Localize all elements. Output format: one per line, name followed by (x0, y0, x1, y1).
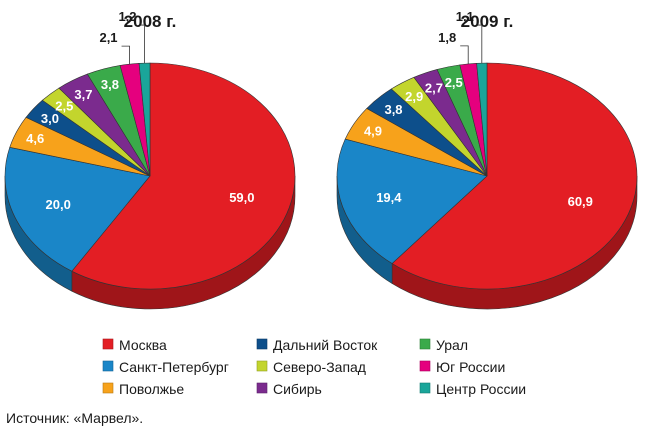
legend: Москва Санкт-Петербург Поволжье Дальний Вос… (102, 337, 526, 397)
data-label-moscow: 60,9 (568, 194, 593, 209)
pie-1: 2008 г. 59,0 20,0 4,6 3,02,53,7 3,8 2,11,2 (4, 9, 296, 310)
data-label-moscow: 59,0 (229, 190, 254, 205)
data-label-center-russia: 1,2 (118, 9, 136, 24)
legend-swatch (419, 382, 431, 394)
pie-title: 2008 г. (124, 12, 177, 31)
legend-swatch (102, 338, 114, 350)
data-label-south-russia: 1,8 (438, 30, 456, 45)
legend-swatch (256, 338, 268, 350)
leader-line-center-russia (140, 24, 145, 64)
legend-label: Москва (119, 337, 167, 353)
data-label-saint-petersburg: 20,0 (46, 197, 71, 212)
legend-label: Юг России (436, 359, 505, 375)
legend-label: Сибирь (273, 381, 322, 397)
data-label-far-east: 3,8 (384, 102, 402, 117)
legend-item-south-russia: Юг России (419, 359, 505, 375)
legend-item-volga: Поволжье (102, 381, 184, 397)
legend-item-center-russia: Центр России (419, 381, 526, 397)
data-label-north-west: 2,9 (405, 89, 423, 104)
legend-item-north-west: Северо-Запад (256, 359, 366, 375)
data-label-far-east: 3,0 (41, 111, 59, 126)
legend-swatch (419, 360, 431, 372)
legend-label: Урал (436, 337, 468, 353)
pie-2: 2009 г. 60,9 19,4 4,93,82,92,7 2,5 1,81,1 (336, 9, 638, 310)
source-note: Источник: «Марвел». (6, 410, 143, 426)
data-label-south-russia: 2,1 (99, 30, 117, 45)
legend-swatch (419, 338, 431, 350)
legend-swatch (102, 360, 114, 372)
data-label-ural: 2,5 (445, 75, 463, 90)
legend-item-saint-petersburg: Санкт-Петербург (102, 359, 229, 375)
legend-label: Санкт-Петербург (119, 359, 229, 375)
leader-line-south-russia (460, 45, 469, 64)
data-label-center-russia: 1,1 (456, 9, 474, 24)
slice-center-russia (138, 62, 151, 177)
leader-line-center-russia (477, 24, 483, 64)
legend-swatch (256, 382, 268, 394)
slice-center-russia (476, 62, 488, 177)
legend-label: Центр России (436, 381, 526, 397)
data-label-north-west: 2,5 (55, 98, 73, 113)
slice-saint-petersburg (336, 138, 488, 264)
legend-label: Северо-Запад (273, 359, 366, 375)
data-label-siberia: 2,7 (425, 80, 443, 95)
pie-title: 2009 г. (461, 12, 514, 31)
data-label-volga: 4,6 (26, 131, 44, 146)
legend-item-moscow: Москва (102, 337, 167, 353)
slice-moscow (71, 62, 296, 290)
slice-moscow (391, 62, 638, 290)
legend-label: Поволжье (119, 381, 184, 397)
legend-item-far-east: Дальний Восток (256, 337, 378, 353)
legend-item-ural: Урал (419, 337, 468, 353)
data-label-volga: 4,9 (364, 124, 382, 139)
legend-item-siberia: Сибирь (256, 381, 322, 397)
data-label-siberia: 3,7 (74, 87, 92, 102)
legend-swatch (102, 382, 114, 394)
legend-swatch (256, 360, 268, 372)
slice-saint-petersburg (4, 147, 151, 272)
legend-label: Дальний Восток (273, 337, 378, 353)
leader-line-south-russia (121, 45, 130, 65)
data-label-saint-petersburg: 19,4 (376, 190, 402, 205)
data-label-ural: 3,8 (101, 77, 119, 92)
